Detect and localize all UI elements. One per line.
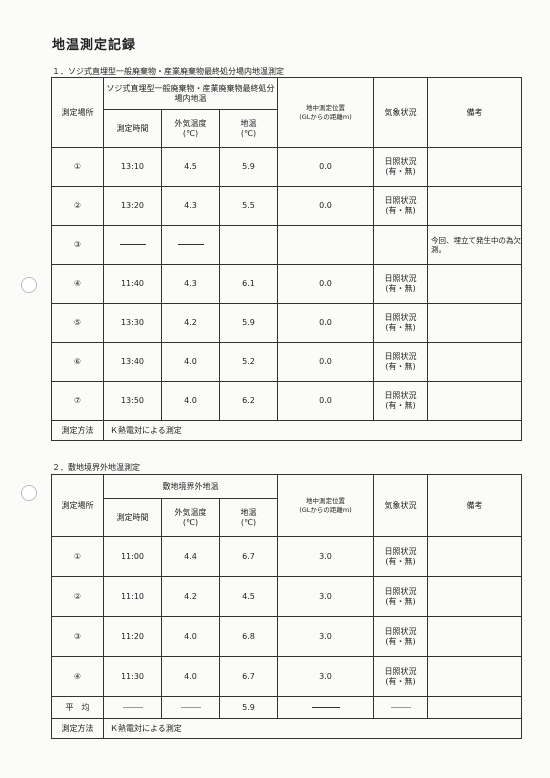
punch-hole: [21, 277, 37, 293]
location-header: 測定場所: [51, 474, 104, 537]
document-title: 地温測定記録: [52, 38, 137, 53]
method-row: 測定方法 Ｋ熱電対による測定: [51, 718, 522, 739]
table-row: ② 11:10 4.2 4.5 3.0 日照状況 (有・無): [51, 576, 522, 617]
empty-dash: [311, 706, 340, 708]
remarks-header: 備考: [427, 77, 522, 148]
method-label: 測定方法: [51, 718, 104, 739]
table-row: ⑥ 13:40 4.0 5.2 0.0 日照状況 (有・無): [51, 342, 522, 382]
table-row: ② 13:20 4.3 5.5 0.0 日照状況 (有・無): [51, 186, 522, 226]
depth-header: 地中測定位置 (GLからの距離m): [277, 474, 374, 537]
average-row: 平 均 5.9: [51, 696, 522, 719]
table-row: ⑦ 13:50 4.0 6.2 0.0 日照状況 (有・無): [51, 381, 522, 421]
table-row: ① 13:10 4.5 5.9 0.0 日照状況 (有・無): [51, 147, 522, 187]
missing-dash: [119, 244, 146, 245]
air-temp-header: 外気温度 (℃): [161, 498, 220, 537]
section2-heading: ２．敷地境界外地温測定: [52, 463, 140, 472]
method-label: 測定方法: [51, 420, 104, 441]
missing-dash: [177, 244, 204, 245]
average-label: 平 均: [51, 696, 104, 719]
method-value: Ｋ熱電対による測定: [103, 718, 522, 739]
remarks-header: 備考: [427, 474, 522, 537]
time-header: 測定時間: [103, 498, 162, 537]
missing-measurement-note: 今回、埋立て発生中の為欠測。: [427, 225, 522, 265]
method-row: 測定方法 Ｋ熱電対による測定: [51, 420, 522, 441]
average-ground-temp: 5.9: [219, 696, 278, 719]
weather-header: 気象状況: [373, 474, 428, 537]
table-row: ① 11:00 4.4 6.7 3.0 日照状況 (有・無): [51, 536, 522, 577]
air-temp-header: 外気温度 (℃): [161, 109, 220, 148]
group-header: ソジ式直埋型一般廃棄物・産業廃棄物最終処分場内地温: [103, 77, 278, 110]
depth-header: 地中測定位置 (GLからの距離m): [277, 77, 374, 148]
location-header: 測定場所: [51, 77, 104, 148]
table-row: ④ 11:40 4.3 6.1 0.0 日照状況 (有・無): [51, 264, 522, 304]
table-row: ④ 11:30 4.0 6.7 3.0 日照状況 (有・無): [51, 656, 522, 697]
ground-temp-header: 地温 (℃): [219, 498, 278, 537]
weather-header: 気象状況: [373, 77, 428, 148]
section1-heading: １．ソジ式直埋型一般廃棄物・産業廃棄物最終処分場内地温測定: [52, 67, 284, 76]
table-row: ③ 今回、埋立て発生中の為欠測。: [51, 225, 522, 265]
table-row: ③ 11:20 4.0 6.8 3.0 日照状況 (有・無): [51, 616, 522, 657]
empty-dash: [180, 706, 201, 708]
method-value: Ｋ熱電対による測定: [103, 420, 522, 441]
empty-dash: [122, 706, 143, 708]
section1-table: 測定場所 ソジ式直埋型一般廃棄物・産業廃棄物最終処分場内地温 地中測定位置 (G…: [51, 77, 522, 441]
punch-hole: [21, 485, 37, 501]
time-header: 測定時間: [103, 109, 162, 148]
section2-table: 測定場所 敷地境界外地温 地中測定位置 (GLからの距離m) 気象状況 備考 測…: [51, 474, 522, 739]
table-row: ⑤ 13:30 4.2 5.9 0.0 日照状況 (有・無): [51, 303, 522, 343]
empty-dash: [390, 706, 411, 708]
ground-temp-header: 地温 (℃): [219, 109, 278, 148]
group-header: 敷地境界外地温: [103, 474, 278, 499]
